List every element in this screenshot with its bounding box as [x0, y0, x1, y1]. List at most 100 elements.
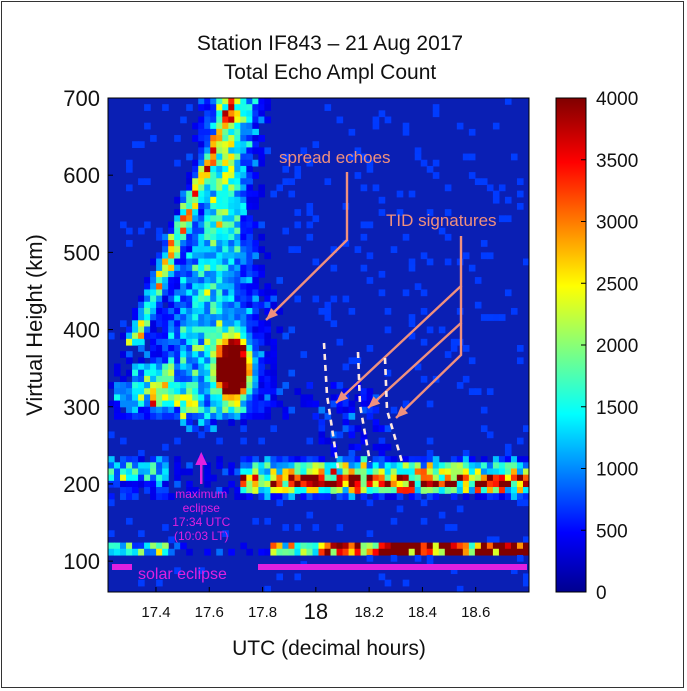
heatmap-cell	[264, 338, 271, 346]
heatmap-cell	[156, 388, 163, 395]
heatmap-cell	[336, 338, 344, 346]
heatmap-cell	[228, 270, 235, 278]
heatmap-cell	[450, 338, 458, 346]
heatmap-cell	[240, 320, 247, 328]
eclipse-bar-left	[112, 564, 132, 570]
heatmap-cell	[108, 530, 115, 538]
heatmap-cell	[432, 456, 440, 463]
heatmap-cell	[264, 104, 271, 111]
heatmap-cell	[186, 301, 193, 309]
heatmap-cell	[468, 172, 476, 179]
heatmap-cell	[186, 277, 193, 284]
heatmap-cell	[162, 295, 169, 303]
heatmap-cell	[468, 264, 476, 272]
heatmap-cell	[228, 165, 235, 173]
heatmap-cell	[180, 283, 187, 291]
heatmap-cell	[198, 209, 205, 216]
heatmap-cell	[228, 128, 235, 136]
heatmap-cell	[420, 338, 428, 346]
heatmap-cell	[462, 487, 470, 494]
heatmap-cell	[168, 258, 175, 266]
heatmap-cell	[432, 493, 440, 500]
heatmap-cell	[516, 345, 524, 352]
heatmap-cell	[198, 122, 205, 130]
heatmap-cell	[318, 456, 326, 463]
heatmap-cell	[240, 314, 247, 321]
heatmap-cell	[378, 474, 386, 482]
heatmap-cell	[222, 122, 229, 130]
heatmap-cell	[198, 252, 205, 260]
heatmap-cell	[282, 474, 290, 482]
heatmap-cell	[168, 332, 175, 340]
heatmap-cell	[306, 209, 314, 216]
heatmap-cell	[216, 351, 223, 358]
heatmap-cell	[156, 295, 163, 303]
heatmap-cell	[306, 437, 314, 445]
heatmap-cell	[216, 301, 223, 309]
heatmap-cell	[234, 277, 241, 284]
heatmap-cell	[330, 394, 338, 402]
heatmap-cell	[228, 289, 235, 297]
heatmap-cell	[228, 357, 235, 365]
heatmap-cell	[384, 116, 392, 124]
heatmap-cell	[210, 178, 217, 186]
heatmap-cell	[228, 258, 235, 266]
heatmap-cell	[132, 400, 139, 408]
heatmap-cell	[180, 314, 187, 321]
heatmap-cell	[168, 351, 175, 358]
heatmap-cell	[210, 295, 217, 303]
heatmap-cell	[204, 277, 211, 284]
heatmap-cell	[318, 419, 326, 426]
heatmap-cell	[336, 524, 344, 531]
heatmap-cell	[234, 258, 241, 266]
heatmap-cell	[222, 209, 229, 216]
heatmap-cell	[294, 221, 302, 229]
heatmap-cell	[228, 135, 235, 142]
heatmap-cell	[378, 542, 386, 550]
heatmap-cell	[162, 277, 169, 284]
heatmap-cell	[240, 357, 247, 365]
heatmap-cell	[480, 542, 488, 550]
heatmap-cell	[126, 480, 133, 488]
heatmap-cell	[504, 468, 512, 476]
heatmap-cell	[246, 338, 253, 346]
heatmap-cell	[258, 147, 265, 155]
heatmap-cell	[216, 122, 223, 130]
heatmap-cells	[108, 98, 529, 592]
heatmap-cell	[234, 153, 241, 161]
heatmap-cell	[210, 351, 217, 358]
heatmap-cell	[264, 351, 271, 358]
heatmap-cell	[144, 487, 151, 494]
heatmap-cell	[138, 542, 145, 550]
heatmap-cell	[216, 128, 223, 136]
heatmap-cell	[156, 357, 163, 365]
heatmap-cell	[114, 369, 121, 377]
heatmap-cell	[372, 462, 380, 470]
heatmap-cell	[294, 295, 302, 303]
heatmap-cell	[198, 116, 205, 124]
heatmap-cell	[246, 258, 253, 266]
heatmap-cell	[258, 233, 265, 241]
heatmap-cell	[216, 375, 223, 383]
heatmap-cell	[180, 357, 187, 365]
heatmap-cell	[390, 406, 398, 414]
heatmap-cell	[204, 425, 211, 433]
heatmap-cell	[192, 295, 199, 303]
heatmap-cell	[204, 295, 211, 303]
heatmap-cell	[474, 493, 482, 500]
heatmap-cell	[408, 314, 416, 321]
heatmap-cell	[252, 456, 259, 463]
heatmap-cell	[522, 542, 529, 550]
heatmap-cell	[144, 375, 151, 383]
heatmap-cell	[276, 548, 284, 556]
heatmap-cell	[186, 388, 193, 395]
heatmap-cell	[222, 289, 229, 297]
heatmap-cell	[474, 474, 482, 482]
heatmap-cell	[174, 135, 181, 142]
heatmap-cell	[252, 314, 259, 321]
heatmap-cell	[198, 301, 205, 309]
heatmap-cell	[228, 178, 235, 186]
heatmap-cell	[132, 332, 139, 340]
heatmap-cell	[264, 474, 271, 482]
y-tick-label: 300	[63, 395, 100, 420]
